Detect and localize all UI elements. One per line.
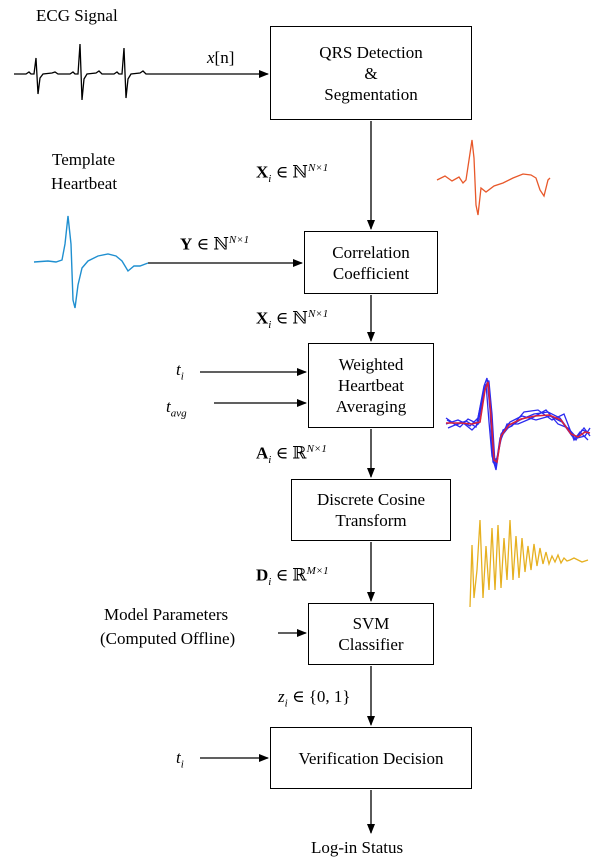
dct-waveform (469, 519, 589, 608)
math-xi-2: Xi ∈ ℕN×1 (256, 308, 329, 332)
template-waveform (33, 215, 149, 309)
model-params-label-line2: (Computed Offline) (100, 629, 236, 648)
ecg-signal-label: ECG Signal (36, 6, 118, 25)
correlation-box: Correlation Coefficient (304, 231, 438, 294)
svm-line2: Classifier (338, 635, 404, 654)
dct-line2: Transform (335, 511, 407, 530)
math-ai: Ai ∈ ℝN×1 (256, 443, 327, 467)
verify-line1: Verification Decision (298, 748, 444, 768)
template-heartbeat-label-line2: Heartbeat (51, 174, 118, 193)
login-status-label: Log-in Status (311, 838, 404, 857)
corr-line1: Correlation (332, 242, 410, 262)
math-ti-1: ti (176, 360, 184, 383)
weighted-line3: Averaging (335, 397, 407, 416)
math-zi: zi ∈ {0, 1} (278, 687, 351, 710)
weighted-averaging-box: Weighted Heartbeat Averaging (308, 343, 434, 428)
math-y: Y ∈ ℕN×1 (180, 234, 250, 254)
dct-line1: Discrete Cosine (316, 490, 426, 509)
template-heartbeat-label-line1: Template (52, 150, 116, 169)
math-di: Di ∈ ℝM×1 (256, 565, 329, 589)
svm-box: SVM Classifier (308, 603, 434, 665)
ecg-signal-waveform (14, 43, 158, 101)
dct-box: Discrete Cosine Transform (291, 479, 451, 541)
math-xn: x[n] (207, 48, 235, 67)
qrs-detection-box: QRS Detection & Segmentation (270, 26, 472, 120)
math-xi-1: Xi ∈ ℕN×1 (256, 162, 329, 186)
model-params-label-line1: Model Parameters (104, 605, 229, 624)
weighted-line2: Heartbeat (337, 376, 405, 395)
average-waveforms (445, 377, 591, 471)
segment-waveform (436, 139, 551, 216)
svm-line1: SVM (352, 614, 390, 633)
qrs-line2: & (364, 63, 378, 83)
verification-box: Verification Decision (270, 727, 472, 789)
qrs-line1: QRS Detection (319, 42, 423, 62)
corr-line2: Coefficient (332, 263, 410, 283)
weighted-line1: Weighted (338, 355, 404, 374)
qrs-line3: Segmentation (324, 84, 418, 104)
math-tavg: tavg (166, 397, 187, 420)
math-ti-2: ti (176, 748, 184, 771)
